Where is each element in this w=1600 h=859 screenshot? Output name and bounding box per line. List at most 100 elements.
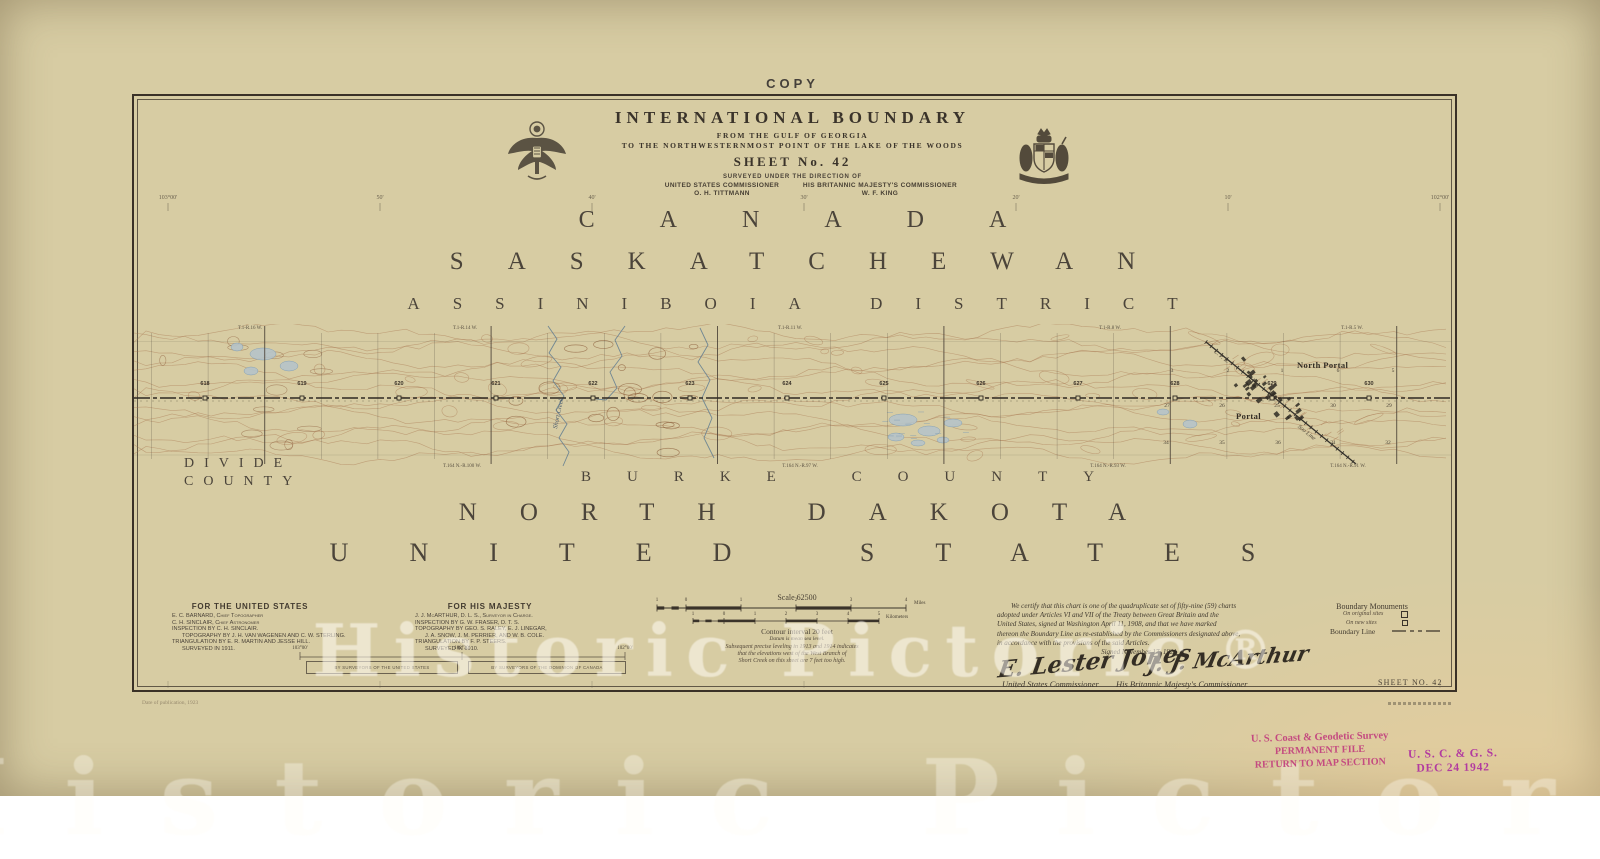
label-divide-county-line2: COUNTY — [184, 474, 303, 489]
uk-commissioner-block: HIS BRITANNIC MAJESTY'S COMMISSIONER W. … — [770, 182, 990, 198]
map-sheet: COPY INTERNATIONAL BOUNDARY FROM THE GUL… — [0, 0, 1600, 796]
township-label: T.164 N.-R.97 W. — [782, 464, 818, 469]
monument-number: 625 — [879, 381, 889, 387]
scale-tick-label: 2 — [794, 598, 798, 603]
section-number: 1 — [1280, 368, 1284, 374]
section-number: 27 — [1164, 403, 1170, 409]
label-united-states: UNITED STATES — [329, 538, 1317, 567]
boundary-line-label: Boundary Line — [1330, 627, 1376, 636]
certification-line: We certify that this chart is one of the… — [1011, 602, 1237, 610]
longitude-label: 20' — [1012, 195, 1020, 201]
township-label: T.1-R.8 W. — [1099, 326, 1121, 331]
scale-tick-label: 4 — [904, 598, 908, 603]
longitude-label: 40' — [588, 195, 596, 201]
label-north-dakota: NORTH DAKOTA — [458, 499, 1170, 526]
section-number: 30 — [1330, 403, 1336, 409]
us-commissioner-title: UNITED STATES COMMISSIONER — [664, 182, 780, 189]
monument-number: 627 — [1073, 381, 1083, 387]
section-number: 25 — [1274, 403, 1280, 409]
section-number: 35 — [1219, 440, 1225, 446]
contour-interval-note: Contour interval 20 feet — [761, 627, 833, 636]
section-number: 36 — [1275, 440, 1281, 446]
credit-line: SURVEYED IN 1910. — [425, 645, 479, 652]
label-saskatchewan: SASKATCHEWAN — [449, 248, 1180, 275]
note-line: Subsequent precise leveling in 1913 and … — [725, 644, 859, 650]
monument-number: 629 — [1267, 381, 1277, 387]
scale-tick-label: 3 — [815, 612, 819, 617]
section-number: 3 — [1170, 368, 1174, 374]
scale-tick-label: 3 — [849, 598, 853, 603]
township-label: T.164 N.-R.100 W. — [443, 464, 481, 469]
town-label: Portal — [1236, 411, 1262, 421]
credits-us-lines: E. C. BARNARD, Chief Topographer C. H. SI… — [172, 613, 346, 653]
monument-number: 623 — [685, 381, 695, 387]
surveyors-us-box: BY SURVEYORS OF THE UNITED STATES — [306, 661, 458, 674]
township-label: T.164 N.-R.91 W. — [1330, 464, 1366, 469]
certification-line: adopted under Articles VI and VII of the… — [997, 611, 1219, 620]
us-great-seal-icon — [508, 121, 566, 180]
credit-line: TRIANGULATION BY F. P. STEERS. — [415, 639, 507, 646]
section-number: 5 — [1391, 368, 1395, 374]
township-label: T.164 N.-R.93 W. — [1090, 464, 1126, 469]
map-subtitle-1: FROM THE GULF OF GEORGIA — [716, 131, 869, 140]
signed-date-line: Signed November 17, 1921 — [1101, 648, 1177, 656]
monument-number: 624 — [782, 381, 792, 387]
us-commissioner-name: O. H. TITTMANN — [694, 190, 750, 197]
certification-line: United States, signed at Washington Apri… — [997, 620, 1217, 629]
km-unit-label: Kilometers — [886, 615, 909, 620]
longitude-label: 102°30' — [454, 646, 470, 651]
map-title: INTERNATIONAL BOUNDARY — [614, 108, 971, 127]
township-label: T.1-R.5 W. — [1341, 326, 1363, 331]
signature-us-title: United States Commissioner — [1002, 679, 1099, 689]
credit-line: TRIANGULATION BY E. R. MARTIN AND JESSE … — [172, 639, 311, 646]
uscgs-date-stamp: U. S. C. & G. S. DEC 24 1942 — [1394, 746, 1512, 776]
certification-line: thereon the Boundary Line as re-establis… — [997, 629, 1241, 638]
scale-tick-label: 5 — [877, 612, 881, 617]
certification-text: We certify that this chart is one of the… — [997, 602, 1281, 648]
credit-line: INSPECTION BY G. W. FRASER, D. T. S. — [415, 619, 520, 626]
scale-tick-label: 1 — [655, 598, 659, 603]
scale-tick-label: 4 — [846, 612, 850, 617]
credits-majesty-lines: J. J. McARTHUR, D. L. S., Surveyor in Ch… — [415, 613, 547, 653]
map-subtitle-2: TO THE NORTHWESTERNMOST POINT OF THE LAK… — [621, 141, 964, 150]
scale-label: Scale 62500 — [777, 593, 817, 602]
scale-tick-label: 1 — [739, 598, 743, 603]
new-site-symbol — [1402, 620, 1408, 626]
township-label: T.1-R.11 W. — [777, 326, 803, 331]
printer-imprint-fineprint — [1388, 702, 1452, 705]
longitude-label: 102°00' — [617, 646, 633, 651]
township-label: T.1-R.14 W. — [452, 326, 478, 331]
credit-line: E. C. BARNARD, Chief Topographer — [172, 613, 264, 619]
miles-unit-label: Miles — [914, 601, 926, 606]
longitude-label: 102°00' — [1430, 195, 1450, 201]
scale-tick-label: 1 — [691, 612, 695, 617]
label-burke-county: BURKE COUNTY — [581, 469, 1131, 485]
credit-line: SURVEYED IN 1911. — [182, 645, 235, 652]
uk-commissioner-title: HIS BRITANNIC MAJESTY'S COMMISSIONER — [802, 182, 958, 189]
monument-number: 622 — [588, 381, 598, 387]
section-number: 2 — [1226, 368, 1230, 374]
label-canada: CANADA — [578, 207, 1072, 233]
note-line: that the elevations west of the West Bra… — [737, 651, 847, 658]
credits-majesty-heading: FOR HIS MAJESTY — [447, 602, 533, 611]
credit-line: J. A. SNOW, J. M. PERRIER, AND W. B. COL… — [425, 632, 545, 639]
label-divide-county-line1: DIVIDE — [184, 456, 293, 471]
section-number: 34 — [1163, 440, 1169, 446]
scale-tick-label: 1 — [753, 612, 757, 617]
credits-us-heading: FOR THE UNITED STATES — [191, 602, 309, 611]
stamp-agency-line: U. S. C. & G. S. — [1408, 747, 1498, 761]
longitude-label: 10' — [1224, 195, 1232, 201]
coast-geodetic-survey-stamp: U. S. Coast & Geodetic Survey PERMANENT F… — [1222, 728, 1419, 772]
note-line: Short Creek on this sheet are 7 feet too… — [738, 658, 846, 665]
township-label: T.1-R.16 W. — [237, 326, 263, 331]
legend-new-sites: On new sites — [1346, 620, 1377, 626]
credit-line: TOPOGRAPHY BY J. H. VAN WAGENEN AND C. W… — [182, 632, 346, 639]
scale-tick-label: 0 — [722, 612, 726, 617]
section-number: 32 — [1385, 440, 1391, 446]
credit-line: INSPECTION BY C. H. SINCLAIR. — [172, 626, 259, 633]
leveling-correction-note: Subsequent precise leveling in 1913 and … — [652, 644, 932, 666]
scale-tick-label: 2 — [784, 612, 788, 617]
royal-coat-of-arms-icon — [1019, 128, 1069, 184]
datum-note: Datum is mean sea level. — [769, 636, 825, 642]
sheet-number-title: SHEET No. 42 — [733, 154, 852, 169]
